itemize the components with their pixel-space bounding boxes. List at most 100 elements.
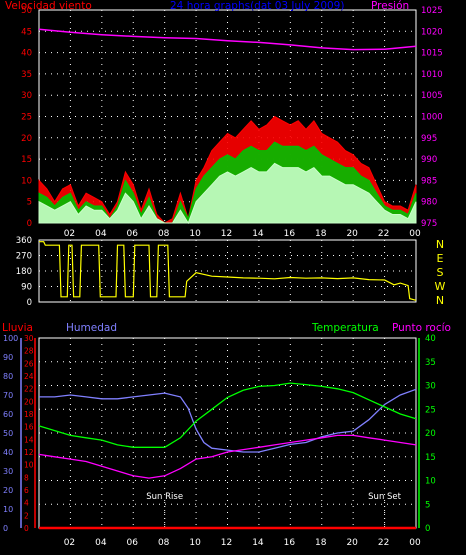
compass-label: E — [437, 252, 444, 265]
wind-speed-tick: 30 — [21, 91, 32, 101]
x-tick-label: 06 — [127, 229, 139, 239]
pressure-axis-label: Presión — [371, 0, 409, 12]
humidity-tick: 50 — [3, 429, 13, 438]
rain-tick: 8 — [24, 473, 29, 482]
x-tick-label: 12 — [221, 538, 232, 548]
rain-tick: 28 — [24, 347, 34, 356]
humidity-tick: 0 — [3, 524, 8, 533]
x-tick-label: 10 — [189, 229, 201, 239]
x-tick-label: 12 — [221, 229, 232, 239]
x-tick-label: 18 — [315, 538, 327, 548]
x-tick-label: 16 — [284, 229, 296, 239]
rain-tick: 22 — [24, 385, 34, 394]
temperature-tick: 15 — [425, 453, 436, 463]
rain-tick: 12 — [24, 448, 34, 457]
direction-tick: 270 — [16, 252, 32, 262]
x-tick-label: 16 — [284, 538, 296, 548]
pressure-tick: 1020 — [421, 27, 443, 37]
rain-tick: 16 — [24, 423, 34, 432]
dewpoint-series — [38, 434, 417, 479]
temperature-series — [38, 382, 417, 448]
wind-speed-tick: 40 — [21, 49, 32, 59]
compass-label: W — [435, 280, 446, 293]
direction-tick: 180 — [16, 267, 32, 277]
compass-label: N — [436, 238, 444, 251]
pressure-tick: 1010 — [421, 70, 443, 80]
x-tick-label: 22 — [378, 538, 389, 548]
temperature-tick: 5 — [425, 500, 430, 510]
sun-annotation: Sun Set — [368, 492, 401, 502]
rain-tick: 0 — [24, 524, 29, 533]
rain-tick: 6 — [24, 486, 29, 495]
x-tick-label: 20 — [346, 229, 358, 239]
wind-speed-tick: 25 — [21, 113, 32, 123]
rain-legend: Lluvia — [2, 322, 33, 334]
humidity-tick: 40 — [3, 448, 13, 457]
wind-speed-tick: 20 — [21, 134, 32, 144]
temperature-legend: Temperatura — [311, 322, 379, 334]
wind-speed-axis-label: Velocidad viento — [5, 0, 92, 12]
sun-annotation: Sun Rise — [146, 492, 183, 502]
temperature-tick: 40 — [425, 334, 436, 344]
humidity-tick: 10 — [3, 505, 13, 514]
x-tick-label: 04 — [95, 229, 107, 239]
rain-tick: 10 — [24, 461, 34, 470]
x-tick-label: 18 — [315, 229, 327, 239]
rain-tick: 20 — [24, 397, 34, 406]
humidity-series — [39, 388, 417, 453]
pressure-tick: 980 — [421, 198, 437, 208]
temperature-tick: 20 — [425, 429, 436, 439]
x-tick-label: 20 — [346, 538, 358, 548]
x-tick-label: 02 — [64, 538, 75, 548]
x-tick-label: 10 — [189, 538, 201, 548]
dewpoint-legend: Punto rocío — [392, 322, 451, 334]
compass-label: S — [437, 266, 444, 279]
x-tick-label: 08 — [158, 229, 170, 239]
wind-speed-tick: 10 — [21, 176, 32, 186]
pressure-tick: 1000 — [421, 113, 443, 123]
rain-tick: 24 — [24, 372, 34, 381]
wind-speed-tick: 0 — [27, 219, 32, 229]
wind-pressure-chart: 0510152025303540455097598098599099510001… — [5, 0, 443, 239]
wind-speed-tick: 5 — [27, 198, 32, 208]
humidity-tick: 30 — [3, 467, 13, 476]
humidity-tick: 60 — [3, 410, 13, 419]
humidity-tick: 90 — [3, 353, 13, 362]
pressure-tick: 995 — [421, 134, 437, 144]
pressure-tick: 990 — [421, 155, 437, 165]
compass-label: N — [436, 294, 444, 307]
rain-tick: 4 — [24, 499, 29, 508]
direction-tick: 0 — [27, 298, 32, 308]
wind-direction-series — [39, 241, 417, 301]
pressure-tick: 1025 — [421, 6, 443, 16]
temperature-tick: 10 — [425, 477, 436, 487]
pressure-series — [38, 28, 417, 51]
rain-tick: 14 — [24, 435, 34, 444]
x-tick-label: 22 — [378, 229, 389, 239]
x-tick-label: 08 — [158, 538, 170, 548]
direction-tick: 90 — [21, 283, 32, 293]
temperature-tick: 30 — [425, 382, 436, 392]
rain-tick: 30 — [24, 334, 34, 343]
chart-title: 24 hora graphs(dat 03 July 2009) — [170, 0, 344, 12]
humidity-tick: 80 — [3, 372, 13, 381]
pressure-tick: 975 — [421, 219, 437, 229]
temperature-tick: 0 — [425, 524, 430, 534]
x-tick-label: 14 — [252, 538, 264, 548]
humidity-tick: 20 — [3, 486, 13, 495]
wind-speed-tick: 50 — [21, 6, 32, 16]
x-tick-label: 04 — [95, 538, 107, 548]
rain-tick: 26 — [24, 359, 34, 368]
pressure-tick: 1015 — [421, 49, 443, 59]
x-tick-label: 06 — [127, 538, 139, 548]
rain-tick: 18 — [24, 410, 34, 419]
temperature-tick: 25 — [425, 405, 436, 415]
temperature-tick: 35 — [425, 358, 436, 368]
wind-speed-tick: 45 — [21, 27, 32, 37]
x-tick-label: 00 — [409, 538, 421, 548]
humidity-tick: 70 — [3, 391, 13, 400]
x-tick-label: 14 — [252, 229, 264, 239]
humidity-tick: 100 — [3, 334, 18, 343]
direction-tick: 360 — [16, 236, 32, 246]
